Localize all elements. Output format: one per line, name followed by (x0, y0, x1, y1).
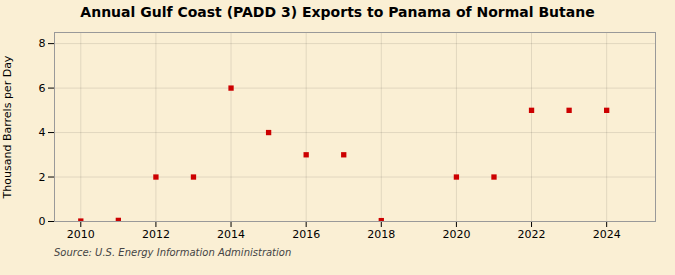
html-text:Annual Gulf Coast (PADD 3) Exp: Annual Gulf Coast (PADD 3) Exports to Pa… (80, 4, 595, 20)
svg-text:0: 0 (39, 215, 46, 228)
svg-text:2018: 2018 (367, 228, 395, 241)
svg-text:2022: 2022 (518, 228, 546, 241)
svg-text:2020: 2020 (442, 228, 470, 241)
svg-text:Thousand Barrels per Day: Thousand Barrels per Day (1, 55, 14, 199)
html-text:Source: U.S. Energy Informatio: Source: U.S. Energy Information Administ… (54, 247, 292, 258)
svg-text:8: 8 (39, 37, 46, 50)
svg-text:2010: 2010 (67, 228, 95, 241)
svg-text:2: 2 (39, 171, 46, 184)
svg-text:2012: 2012 (142, 228, 170, 241)
svg-text:4: 4 (39, 126, 46, 139)
svg-text:2014: 2014 (217, 228, 245, 241)
svg-text:2024: 2024 (593, 228, 621, 241)
svg-text:6: 6 (39, 82, 46, 95)
svg-text:2016: 2016 (292, 228, 320, 241)
